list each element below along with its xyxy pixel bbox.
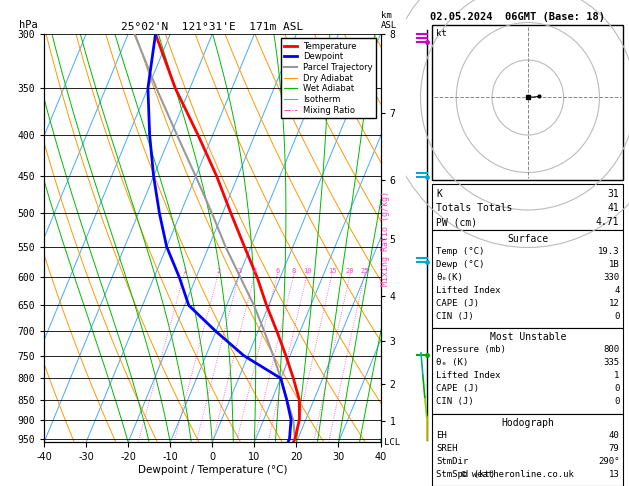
Text: 2: 2 (216, 268, 220, 275)
Text: Dewp (°C): Dewp (°C) (437, 260, 484, 269)
Text: km
ASL: km ASL (381, 11, 397, 30)
Bar (432, 414, 623, 486)
Text: 25: 25 (360, 268, 369, 275)
Text: CIN (J): CIN (J) (437, 397, 474, 406)
X-axis label: Dewpoint / Temperature (°C): Dewpoint / Temperature (°C) (138, 465, 287, 475)
Text: 1: 1 (614, 371, 620, 380)
Text: © weatheronline.co.uk: © weatheronline.co.uk (461, 470, 574, 479)
Text: 79: 79 (609, 444, 620, 453)
Text: 1B: 1B (609, 260, 620, 269)
Bar (432, 25, 623, 180)
Text: Totals Totals: Totals Totals (437, 203, 513, 213)
Text: 4.71: 4.71 (596, 217, 620, 227)
Text: hPa: hPa (19, 20, 38, 30)
Text: 02.05.2024  06GMT (Base: 18): 02.05.2024 06GMT (Base: 18) (430, 12, 605, 22)
Text: 12: 12 (609, 299, 620, 308)
Text: StmSpd (kt): StmSpd (kt) (437, 470, 496, 479)
Text: Hodograph: Hodograph (501, 418, 554, 428)
Text: kt: kt (437, 29, 447, 38)
Bar (432, 328, 623, 414)
Text: 0: 0 (614, 312, 620, 321)
Text: θₑ (K): θₑ (K) (437, 358, 469, 367)
Bar (432, 230, 623, 328)
Bar (432, 184, 623, 230)
Text: 6: 6 (275, 268, 279, 275)
Text: 800: 800 (603, 345, 620, 354)
Text: 1: 1 (182, 268, 186, 275)
Text: 0: 0 (614, 397, 620, 406)
Text: 10: 10 (303, 268, 311, 275)
Text: Most Unstable: Most Unstable (489, 332, 566, 342)
Text: 13: 13 (609, 470, 620, 479)
Text: Lifted Index: Lifted Index (437, 286, 501, 295)
Text: 4: 4 (253, 268, 257, 275)
Text: θₑ(K): θₑ(K) (437, 273, 463, 282)
Text: CAPE (J): CAPE (J) (437, 384, 479, 393)
Text: 335: 335 (603, 358, 620, 367)
Text: LCL: LCL (384, 438, 400, 447)
Text: PW (cm): PW (cm) (437, 217, 477, 227)
Text: CIN (J): CIN (J) (437, 312, 474, 321)
Text: SREH: SREH (437, 444, 458, 453)
Text: Temp (°C): Temp (°C) (437, 247, 484, 256)
Text: 40: 40 (609, 431, 620, 440)
Text: 31: 31 (608, 189, 620, 199)
Text: Lifted Index: Lifted Index (437, 371, 501, 380)
Text: CAPE (J): CAPE (J) (437, 299, 479, 308)
Title: 25°02'N  121°31'E  171m ASL: 25°02'N 121°31'E 171m ASL (121, 22, 303, 32)
Text: Pressure (mb): Pressure (mb) (437, 345, 506, 354)
Text: 20: 20 (346, 268, 354, 275)
Text: 8: 8 (292, 268, 296, 275)
Text: StmDir: StmDir (437, 457, 469, 466)
Text: Mixing Ratio (g/kg): Mixing Ratio (g/kg) (381, 191, 389, 286)
Text: K: K (437, 189, 442, 199)
Text: EH: EH (437, 431, 447, 440)
Text: 15: 15 (328, 268, 336, 275)
Text: 4: 4 (614, 286, 620, 295)
Text: 0: 0 (614, 384, 620, 393)
Text: 41: 41 (608, 203, 620, 213)
Text: Surface: Surface (507, 234, 548, 244)
Text: 290°: 290° (598, 457, 620, 466)
Text: 3: 3 (237, 268, 242, 275)
Legend: Temperature, Dewpoint, Parcel Trajectory, Dry Adiabat, Wet Adiabat, Isotherm, Mi: Temperature, Dewpoint, Parcel Trajectory… (281, 38, 376, 118)
Text: 19.3: 19.3 (598, 247, 620, 256)
Text: 330: 330 (603, 273, 620, 282)
